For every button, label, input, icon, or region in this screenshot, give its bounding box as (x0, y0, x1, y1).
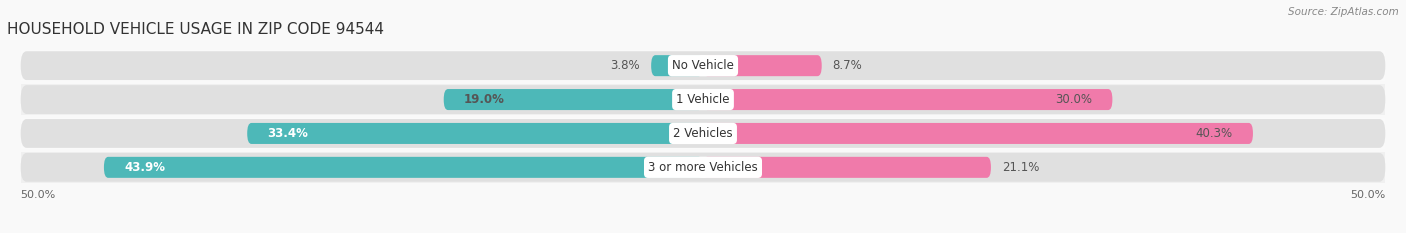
Bar (21, 50, 1385, 81)
Bar (21, 152, 1385, 183)
Text: Source: ZipAtlas.com: Source: ZipAtlas.com (1288, 7, 1399, 17)
Text: 8.7%: 8.7% (832, 59, 862, 72)
FancyBboxPatch shape (703, 157, 991, 178)
FancyBboxPatch shape (21, 85, 1385, 114)
Text: No Vehicle: No Vehicle (672, 59, 734, 72)
Text: 50.0%: 50.0% (1350, 190, 1385, 200)
Text: 3 or more Vehicles: 3 or more Vehicles (648, 161, 758, 174)
FancyBboxPatch shape (21, 51, 1385, 80)
Text: 43.9%: 43.9% (124, 161, 166, 174)
Text: 30.0%: 30.0% (1054, 93, 1092, 106)
FancyBboxPatch shape (703, 89, 1112, 110)
Text: 33.4%: 33.4% (267, 127, 308, 140)
Bar (21, 84, 1385, 115)
Text: 2 Vehicles: 2 Vehicles (673, 127, 733, 140)
Text: 50.0%: 50.0% (21, 190, 56, 200)
Text: HOUSEHOLD VEHICLE USAGE IN ZIP CODE 94544: HOUSEHOLD VEHICLE USAGE IN ZIP CODE 9454… (7, 22, 384, 37)
Text: 3.8%: 3.8% (610, 59, 640, 72)
Text: 1 Vehicle: 1 Vehicle (676, 93, 730, 106)
FancyBboxPatch shape (247, 123, 703, 144)
Bar (21, 118, 1385, 149)
FancyBboxPatch shape (21, 119, 1385, 148)
FancyBboxPatch shape (104, 157, 703, 178)
Text: 21.1%: 21.1% (1002, 161, 1039, 174)
FancyBboxPatch shape (703, 55, 821, 76)
Text: 40.3%: 40.3% (1195, 127, 1233, 140)
FancyBboxPatch shape (444, 89, 703, 110)
Text: 19.0%: 19.0% (464, 93, 505, 106)
FancyBboxPatch shape (703, 123, 1253, 144)
FancyBboxPatch shape (21, 153, 1385, 182)
FancyBboxPatch shape (651, 55, 703, 76)
